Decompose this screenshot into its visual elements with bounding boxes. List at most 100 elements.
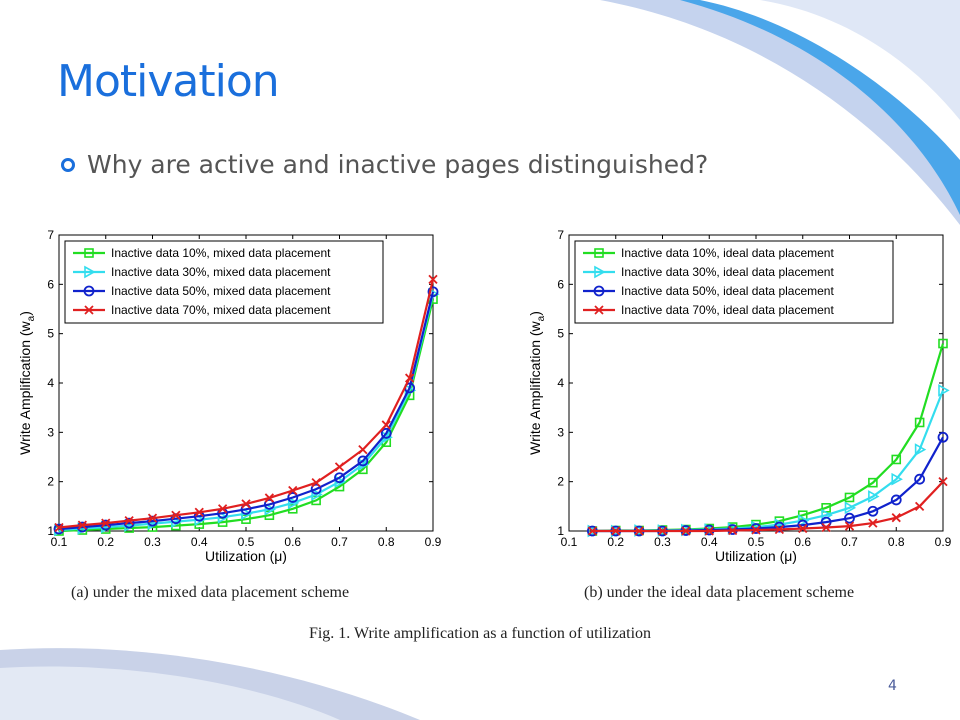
- data-point: [937, 431, 949, 443]
- legend-marker: [593, 285, 605, 297]
- data-point: [891, 472, 903, 486]
- chart-a: 0.1 0.2 0.3 0.4 0.5 0.6 0.7 0.8 0.9 1 2 3 4 5 6 7 Utiliz…: [17, 228, 442, 564]
- legend-marker: [84, 265, 96, 279]
- x-tick-label: 0.2: [97, 535, 114, 549]
- x-tick-label: 0.4: [191, 535, 208, 549]
- chart-a-container: 0.1 0.2 0.3 0.4 0.5 0.6 0.7 0.8 0.9 1 2 3 4 5 6 7 Utiliz…: [14, 226, 444, 566]
- data-point: [358, 444, 368, 455]
- data-point: [727, 525, 738, 536]
- x-tick-label: 0.3: [144, 535, 161, 549]
- data-point: [217, 504, 228, 514]
- series-line: [58, 298, 435, 533]
- x-tick-label: 0.1: [561, 535, 578, 549]
- data-point: [587, 526, 598, 536]
- legend-marker: [594, 265, 606, 279]
- data-point: [798, 523, 808, 534]
- data-point: [844, 492, 855, 503]
- y-axis-label-close: ): [17, 311, 33, 316]
- legend-label: Inactive data 70%, ideal data placement: [621, 303, 834, 317]
- x-tick-label: 0.9: [425, 535, 442, 549]
- data-point: [263, 498, 275, 510]
- data-point: [54, 522, 64, 533]
- x-axis-label: Utilization (μ): [715, 548, 797, 564]
- legend-marker: [594, 305, 604, 315]
- x-tick-label: 0.6: [284, 535, 301, 549]
- data-point: [124, 516, 134, 526]
- bottom-left-swoosh: [0, 648, 420, 720]
- series-4: [54, 274, 438, 533]
- data-point: [704, 526, 714, 536]
- bullet-item: Why are active and inactive pages distin…: [61, 150, 708, 179]
- data-point: [264, 502, 277, 516]
- legend: Inactive data 10%, mixed data placement I…: [64, 240, 384, 324]
- data-point: [868, 518, 878, 528]
- y-tick-label: 3: [557, 425, 564, 439]
- data-point: [773, 521, 785, 533]
- legend-label: Inactive data 30%, mixed data placement: [111, 265, 331, 279]
- data-point: [868, 490, 880, 503]
- data-point: [334, 462, 345, 472]
- data-point: [334, 472, 345, 484]
- y-axis-label-subscript: a: [536, 315, 547, 321]
- data-point: [76, 521, 88, 533]
- data-point: [914, 417, 925, 428]
- page-number: 4: [888, 678, 897, 694]
- y-tick-label: 7: [47, 228, 54, 242]
- data-point: [147, 513, 158, 523]
- series-line: [592, 480, 944, 533]
- figure-caption: Fig. 1. Write amplification as a functio…: [308, 625, 652, 642]
- chart-b: 0.1 0.2 0.3 0.4 0.5 0.6 0.7 0.8 0.9 1 2 3 4 5 6 7 Utiliz…: [527, 228, 952, 564]
- y-tick-label: 4: [47, 376, 54, 390]
- data-point: [891, 513, 901, 523]
- data-point: [311, 488, 323, 501]
- data-point: [264, 493, 275, 503]
- y-tick-label: 2: [557, 475, 564, 489]
- data-point: [241, 499, 251, 509]
- x-tick-label: 0.1: [51, 535, 68, 549]
- data-point: [914, 473, 926, 485]
- data-point: [938, 477, 948, 487]
- x-tick-label: 0.5: [748, 535, 765, 549]
- data-point: [844, 521, 855, 531]
- legend-marker: [84, 248, 94, 258]
- chart-b-container: 0.1 0.2 0.3 0.4 0.5 0.6 0.7 0.8 0.9 1 2 3 4 5 6 7 Utiliz…: [524, 226, 954, 566]
- data-point: [428, 274, 438, 285]
- data-point: [404, 373, 415, 383]
- x-tick-label: 0.9: [935, 535, 952, 549]
- data-point: [750, 523, 762, 534]
- data-point: [287, 496, 300, 510]
- x-tick-label: 0.2: [607, 535, 624, 549]
- legend-label: Inactive data 50%, ideal data placement: [621, 284, 834, 298]
- x-tick-label: 0.8: [888, 535, 905, 549]
- legend-marker: [84, 305, 94, 315]
- data-point: [311, 478, 321, 488]
- data-point: [310, 483, 322, 495]
- y-tick-label: 6: [47, 277, 54, 291]
- data-point: [867, 505, 879, 517]
- data-point: [100, 519, 112, 531]
- data-point: [217, 510, 230, 524]
- top-right-swoosh-inner: [760, 0, 960, 120]
- y-tick-label: 4: [557, 376, 564, 390]
- data-point: [751, 525, 761, 535]
- data-point: [774, 524, 785, 535]
- data-point: [77, 520, 88, 530]
- legend-marker: [83, 285, 95, 297]
- data-point: [53, 523, 65, 535]
- data-point: [681, 526, 691, 536]
- legend-label: Inactive data 50%, mixed data placement: [111, 284, 331, 298]
- y-tick-label: 5: [557, 327, 564, 341]
- data-point: [147, 515, 158, 527]
- legend-box: [574, 240, 894, 324]
- data-point: [821, 522, 831, 533]
- legend-box: [64, 240, 384, 324]
- data-point: [380, 427, 392, 439]
- legend: Inactive data 10%, ideal data placement I…: [574, 240, 894, 324]
- bullet-ring-icon: [61, 157, 75, 172]
- y-axis-label: Write Amplification (wa): [527, 311, 547, 455]
- y-tick-label: 5: [47, 327, 54, 341]
- data-point: [357, 455, 369, 467]
- legend-label: Inactive data 70%, mixed data placement: [111, 303, 331, 317]
- data-point: [797, 514, 810, 527]
- x-tick-label: 0.7: [331, 535, 348, 549]
